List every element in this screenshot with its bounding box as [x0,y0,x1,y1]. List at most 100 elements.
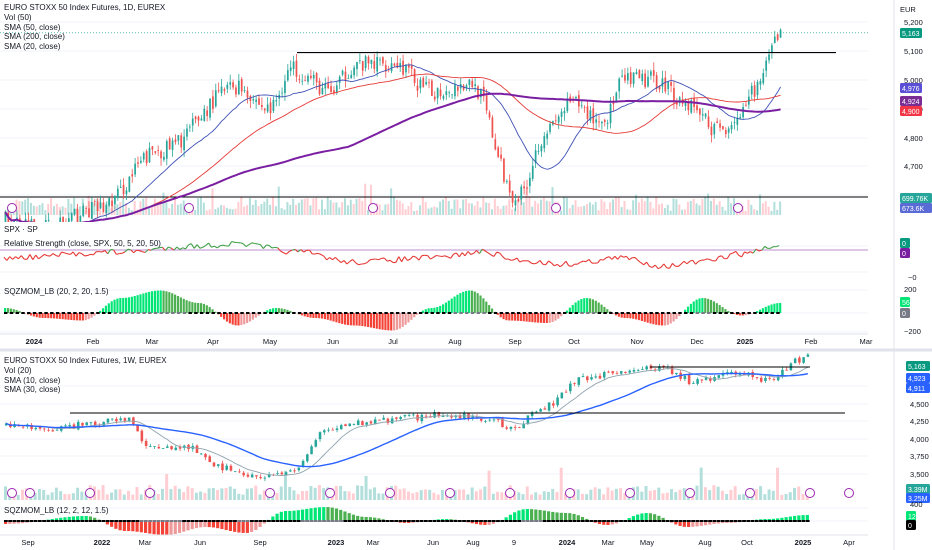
sqz1-bar-58 [171,293,174,313]
sqz1-dot-196 [568,312,573,314]
bottom-candles-candle-99 [424,415,428,417]
top-candles-candle-153 [445,91,448,96]
rs-seg-225 [649,265,653,268]
rs-seg-130 [375,258,379,261]
top-volume-bar-54 [159,200,162,215]
top-volume-bar-50 [148,207,151,215]
bottom-legend-title: EURO STOXX 50 Index Futures, 1W, EUREX [4,356,167,365]
top-volume-bar-231 [669,210,672,215]
top-volume-bar-214 [620,207,623,215]
bottom-candles-candle-47 [204,453,207,458]
rs-seg-188 [542,263,546,266]
top-candles-candle-172 [500,154,502,159]
sqz1-bar-10 [32,313,35,317]
top-candles-candle-130 [379,59,381,61]
top-volume-bar-261 [756,210,759,215]
rs-seg-68 [196,244,201,249]
bottom-candles-candle-60 [259,477,262,479]
bottom-volume-bar-68 [292,490,296,500]
top-volume-bar-74 [217,207,220,215]
sqz1-bar-80 [234,313,237,326]
rs-badge-1-label: 0 [902,251,906,258]
sqz1-bar-91 [266,310,269,313]
sqz1-bar-103 [300,313,303,316]
top-candles-candle-107 [312,74,315,79]
sqz1-bar-247 [715,303,718,313]
top-volume-bar-216 [626,209,629,215]
top-volume-bar-81 [237,201,240,215]
sqz1-bar-40 [119,298,122,313]
rs-seg-79 [228,241,233,247]
rs-seg-214 [617,255,622,260]
top-volume-bar-91 [266,198,269,215]
top-candles-candle-249 [722,126,724,129]
bottom-volume-bar-167 [712,485,716,500]
top-candles-candle-251 [727,128,730,133]
sqz1-bar-238 [689,303,692,313]
sqz2-bar-31 [135,521,139,532]
sqz1-dot-178 [516,312,521,314]
bottom-volume-bar-122 [521,494,525,500]
sqz1-bar-147 [427,308,430,313]
top-candles-candle-42 [125,190,128,195]
rs-seg-254 [732,250,737,254]
top-volume-bar-149 [433,206,436,215]
bottom-volume-bar-95 [407,491,410,500]
rs-seg-14 [41,253,45,258]
sqz2-dot-6 [29,520,34,522]
sqz1-bar-228 [660,313,664,326]
bottom-volume-bar-174 [742,494,746,500]
top-price-badge-5-label: 673.6K [902,206,925,213]
sqz2-dot-177 [754,520,759,522]
sqz1-dot-84 [246,312,250,314]
sqz1-dot-142 [413,312,417,314]
rs-seg-192 [554,263,558,267]
top-volume-bar-28 [84,209,87,215]
top-candles-candle-226 [655,75,658,89]
bottom-volume-bar-138 [589,489,593,500]
sqz2-bar-148 [631,516,636,521]
top-candles-candle-103 [301,80,304,82]
top-volume-bar-15 [47,203,50,215]
bottom-price-badge-1-bg [906,373,930,383]
rs-seg-19 [55,254,59,258]
bottom-price-tick-4: 3,750 [910,452,929,461]
bottom-candles-candle-10 [47,429,50,431]
sqz2-dot-4 [20,520,25,522]
top-volume-bar-160 [465,198,468,215]
bottom-volume-bar-10 [46,494,50,500]
bottom-price-badge-0-label: 5,163 [908,364,926,371]
sqz1-bar-257 [744,313,747,316]
top-volume-bar-73 [214,209,217,215]
bottom-volume-bar-12 [54,487,58,500]
top-volume-bar-100 [292,198,295,215]
top-volume-bar-152 [441,199,445,215]
top-volume-bar-268 [776,209,779,215]
sqz1-dot-220 [637,312,642,314]
sqz2-bar-44 [190,521,194,530]
top-candles-candle-93 [272,99,275,112]
sqz2-dot-142 [606,520,611,522]
top-volume-bar-20 [61,206,64,215]
bottom-event-icon-12 [745,488,755,498]
sqz2-bar-88 [377,518,381,521]
bottom-volume-bar-186 [793,487,797,500]
rs-seg-126 [363,262,368,265]
rs-seg-228 [657,266,662,270]
top-candles-candle-252 [730,125,733,130]
sqz2-dot-167 [712,520,717,522]
bottom-volume-bar-11 [50,492,54,500]
sqz1-bar-214 [620,313,623,318]
rs-seg-196 [565,260,570,267]
top-candles-candle-195 [566,98,569,112]
bottom-volume-bar-55 [237,493,241,500]
bottom-candles-candle-165 [704,377,708,380]
sqz1-bar-66 [194,302,197,313]
rs-seg-107 [308,249,313,255]
bottom-candles-candle-173 [738,374,742,375]
sqz1-bar-12 [38,313,41,318]
sqz2-dot-143 [610,520,615,522]
top-volume-bar-206 [597,210,600,215]
sqz2-dot-7 [33,520,38,522]
rs-seg-145 [418,255,423,261]
